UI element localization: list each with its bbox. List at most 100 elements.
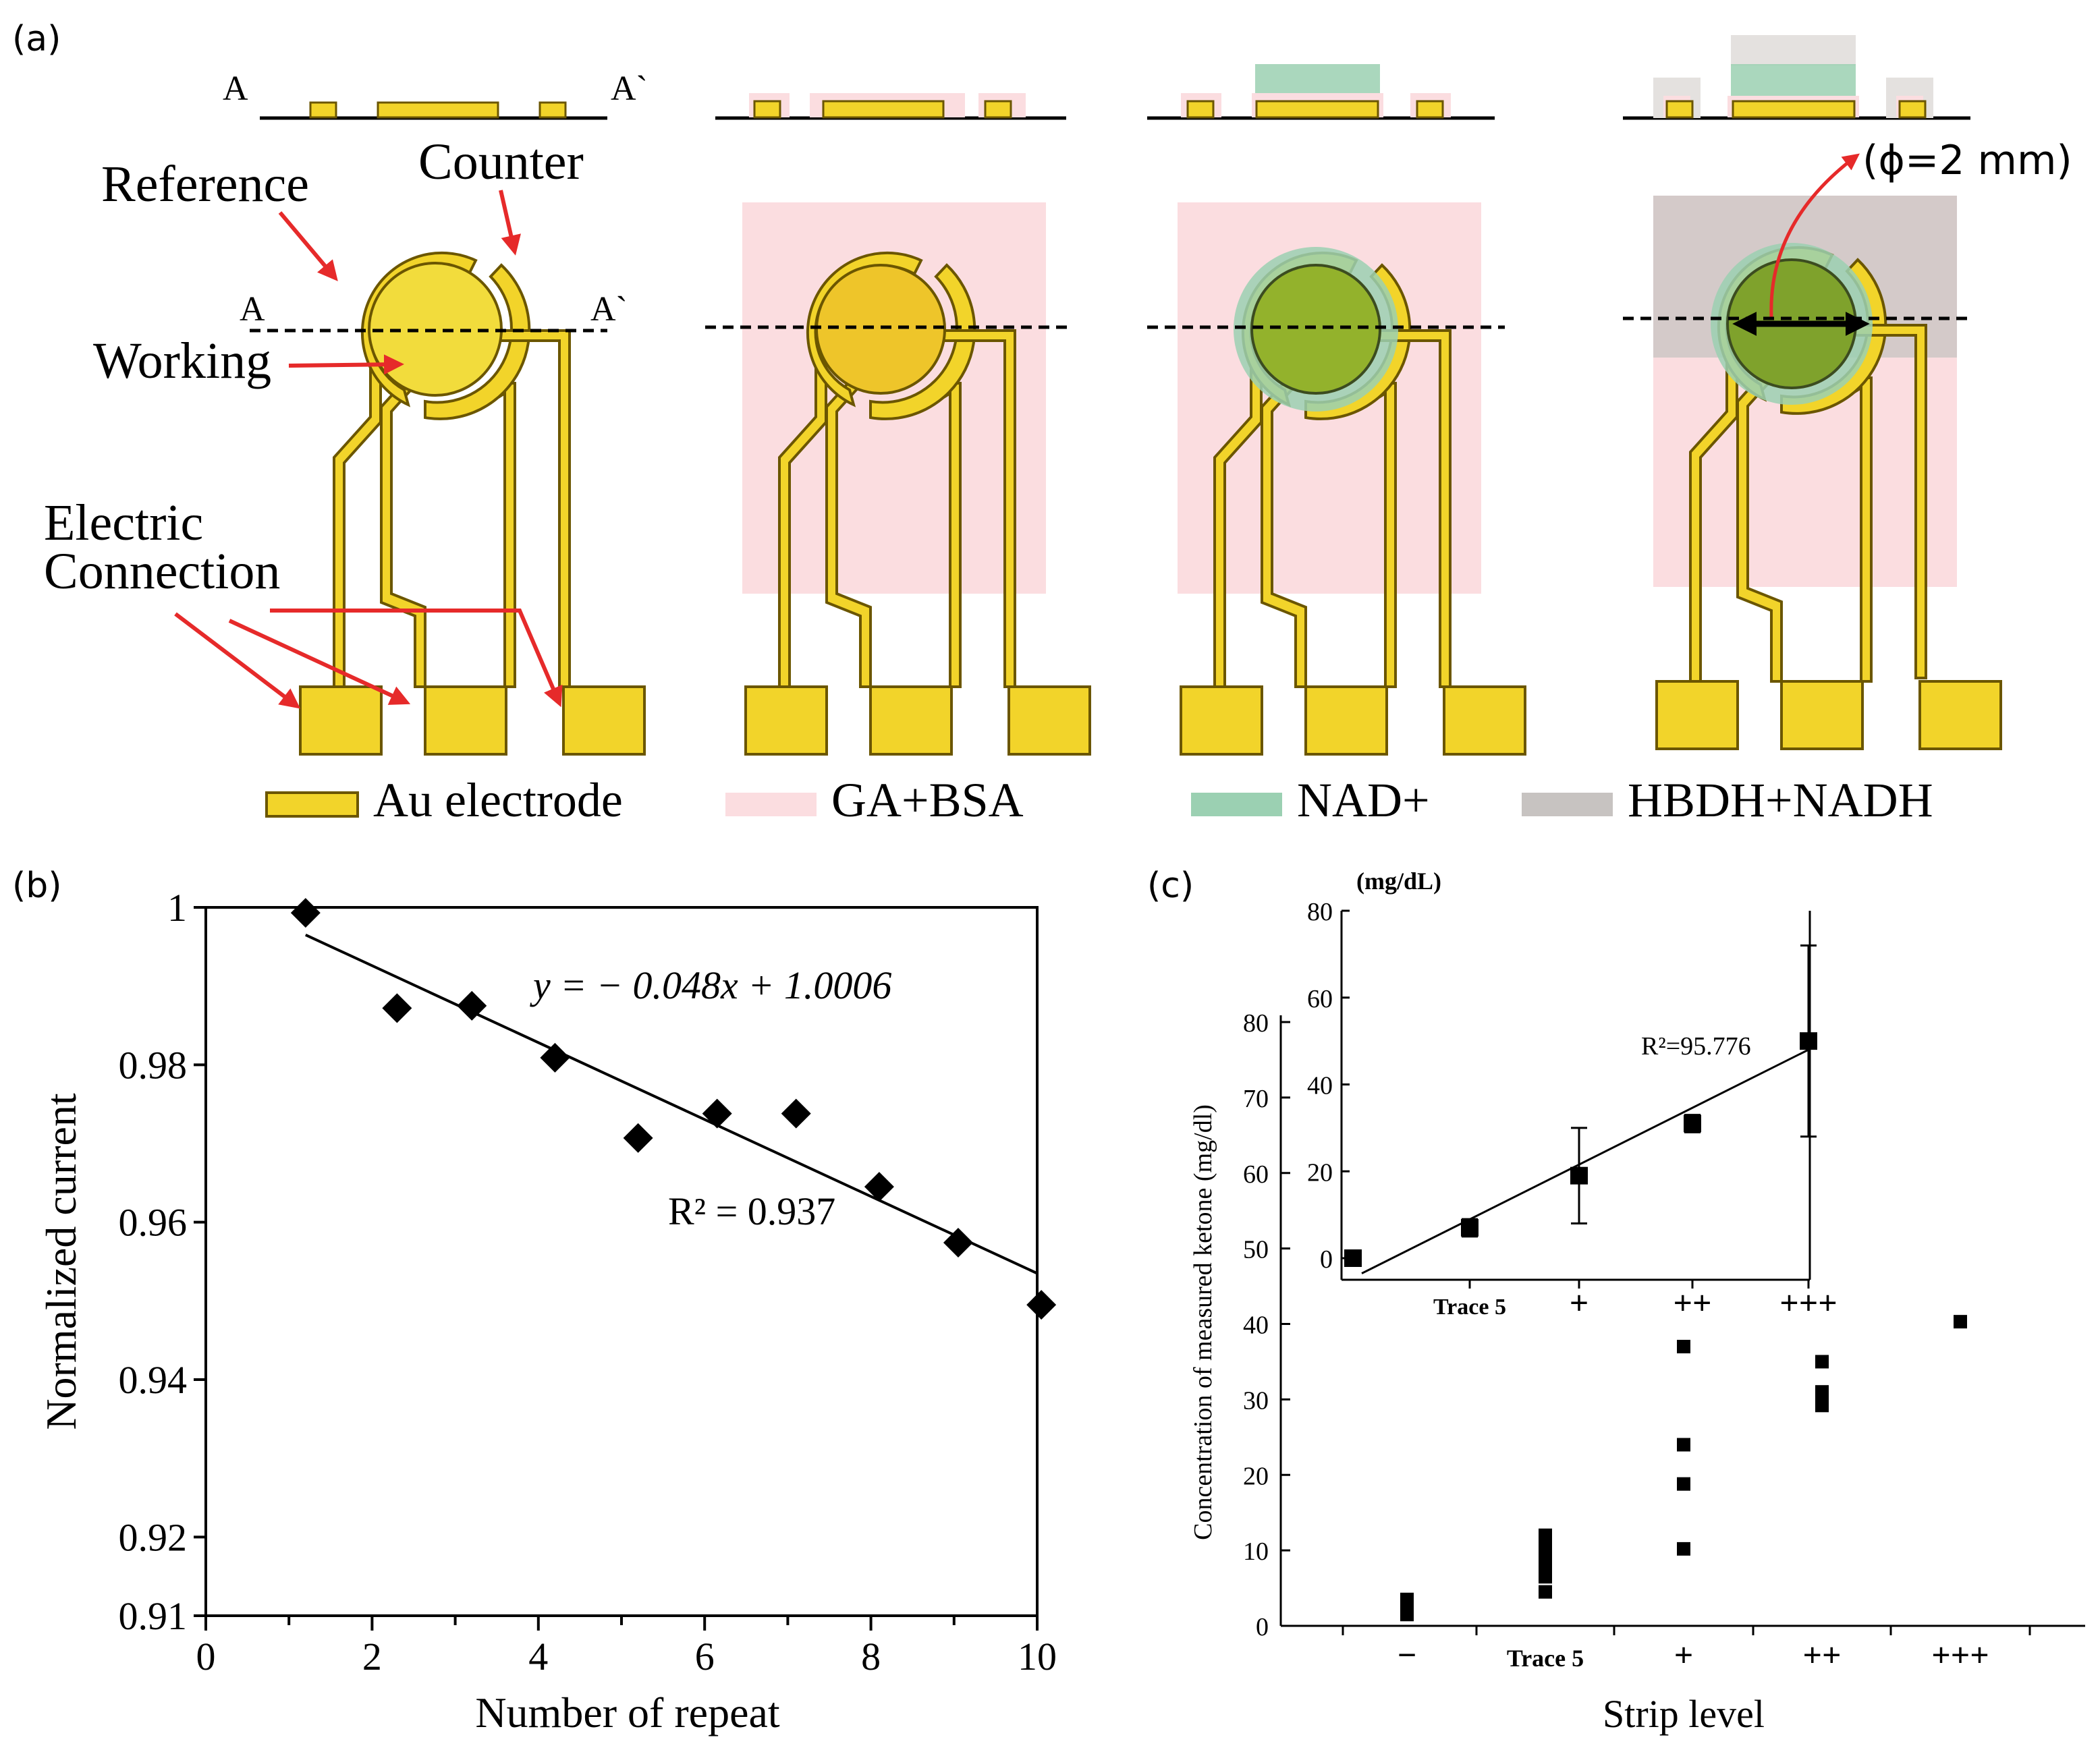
panel-b: (b) 0.91 0.92 0.94 0.96 0.98 1 0 2 4 6 8 10 y = − … [12, 866, 1057, 1736]
plot-c-x-tick-label: ++ [1803, 1636, 1842, 1674]
section-a-right: A` [611, 69, 648, 108]
legend-label-hbdh: HBDH+NADH [1628, 773, 1933, 827]
plot-b-y-tick-label: 0.91 [119, 1594, 188, 1638]
plot-b-x-tick-label: 10 [1018, 1635, 1057, 1678]
plot-b-y-tick-label: 1 [167, 886, 187, 930]
plot-b-xlabel: Number of repeat [475, 1689, 780, 1736]
reference-arrow [278, 211, 338, 281]
electrode-2 [744, 251, 1091, 756]
inset-y-tick-label: 20 [1307, 1158, 1333, 1187]
legend-swatch-gabsa [725, 793, 817, 816]
cross-a-left: A [240, 290, 265, 329]
inset-x-tick-label: Trace 5 [1433, 1295, 1506, 1320]
plot-b-point [623, 1123, 653, 1153]
inset-unit-label: (mg/dL) [1356, 868, 1441, 895]
electrode-3 [1180, 247, 1526, 756]
cross-a-right: A` [590, 290, 628, 329]
plot-c-y-tick-label: 80 [1243, 1009, 1269, 1038]
inset-point [1570, 1166, 1588, 1185]
working-electrode-3 [1250, 264, 1381, 395]
inset-points [1344, 944, 1817, 1267]
cross-section-3 [1147, 64, 1495, 120]
inset-y-tick-label: 0 [1320, 1245, 1333, 1274]
plot-b-point [382, 993, 412, 1023]
cross-section-4 [1623, 35, 1970, 120]
cross-section-1 [260, 101, 607, 120]
plot-b-x-tick-label: 4 [528, 1635, 548, 1678]
plot-b-points [290, 898, 1057, 1320]
legend-label-gabsa: GA+BSA [831, 773, 1024, 827]
inset-x-ticks: Trace 5 + ++ +++ [1433, 1280, 1837, 1322]
inset-point [1684, 1114, 1701, 1133]
plot-c-point [1400, 1592, 1414, 1606]
connection-arrow-3 [270, 609, 563, 708]
connection-arrow-2 [228, 619, 411, 705]
plot-b-r2: R² = 0.937 [668, 1189, 835, 1233]
legend-swatch-au [265, 791, 359, 818]
legend-swatch-nad [1191, 793, 1282, 816]
plot-c-xlabel: Strip level [1603, 1692, 1765, 1736]
plot-c-point [1677, 1340, 1690, 1354]
plot-b-x-tick-label: 2 [362, 1635, 382, 1678]
plot-b-frame [204, 906, 1039, 1617]
inset-point [1800, 1032, 1817, 1050]
plot-b-point [1026, 1290, 1057, 1320]
inset-background [1337, 897, 1817, 1282]
plot-c-point [1815, 1385, 1829, 1399]
plot-c-point [1539, 1528, 1552, 1542]
plot-c-point [1677, 1542, 1690, 1556]
plot-c-y-tick-label: 50 [1243, 1236, 1269, 1264]
plot-c-x-tick-label: + [1674, 1636, 1694, 1674]
plot-c-y-tick-label: 0 [1256, 1613, 1269, 1641]
inset-x-tick-label: + [1570, 1284, 1589, 1322]
plot-c-point [1677, 1438, 1690, 1452]
plot-b-x-tick-label: 6 [695, 1635, 715, 1678]
panel-b-label: (b) [12, 866, 62, 906]
cross-sections: A A` [223, 35, 1970, 120]
diameter-pointer-arrow [1769, 153, 1860, 318]
plot-b-y-ticks: 0.91 0.92 0.94 0.96 0.98 1 [119, 886, 206, 1638]
working-arrow [288, 354, 404, 375]
diameter-label: (ϕ=2 mm) [1862, 137, 2072, 184]
inset-r2: R²=95.776 [1641, 1032, 1751, 1061]
plot-b-y-tick-label: 0.94 [119, 1358, 188, 1402]
connection-arrow-1 [174, 612, 301, 709]
inset-fit-line [1361, 1048, 1809, 1274]
plot-c-points [1400, 1315, 1967, 1622]
plot-c-x-tick-label: +++ [1931, 1636, 1989, 1674]
counter-label: Counter [418, 134, 584, 190]
plot-b-fit-line [305, 934, 1038, 1275]
plot-b-x-tick-label: 0 [196, 1635, 216, 1678]
plot-b-ylabel: Normalized current [37, 1093, 85, 1430]
inset-y-tick-label: 80 [1307, 898, 1333, 926]
plot-b-point [943, 1228, 973, 1258]
reference-label: Reference [101, 156, 309, 213]
plot-b-point [457, 990, 487, 1021]
panel-a: (a) [12, 19, 2072, 827]
plot-c-x-tick-label: Trace 5 [1507, 1645, 1584, 1672]
inset-point [1461, 1218, 1479, 1237]
plot-c-point [1539, 1539, 1552, 1554]
working-label: Working [93, 333, 271, 389]
inset-point [1344, 1249, 1362, 1267]
plot-b-point [290, 898, 321, 928]
plot-b-y-tick-label: 0.98 [119, 1043, 188, 1087]
plot-b-y-tick-label: 0.96 [119, 1201, 188, 1245]
counter-arrow [499, 190, 521, 256]
plot-c-point [1954, 1315, 1967, 1329]
plot-c-y-tick-label: 60 [1243, 1160, 1269, 1189]
legend-a: Au electrode GA+BSA NAD+ HBDH+NADH [265, 773, 1933, 827]
plot-b-y-tick-label: 0.92 [119, 1515, 188, 1559]
inset-y-tick-label: 60 [1307, 985, 1333, 1013]
cross-section-2 [715, 93, 1066, 120]
plot-b-point [540, 1042, 570, 1073]
plot-c-y-tick-label: 30 [1243, 1386, 1269, 1415]
plot-c-x-ticks: − Trace 5 + ++ +++ [1342, 1626, 2031, 1674]
legend-label-nad: NAD+ [1297, 773, 1430, 827]
legend-swatch-hbdh [1522, 793, 1613, 816]
inset-y-ticks: 0 20 40 60 80 [1307, 898, 1350, 1274]
electrode-4: (ϕ=2 mm) [1655, 137, 2072, 750]
plot-c-point [1539, 1585, 1552, 1599]
plot-c-y-ticks: 0 10 20 30 40 50 60 70 80 [1243, 1009, 1290, 1641]
